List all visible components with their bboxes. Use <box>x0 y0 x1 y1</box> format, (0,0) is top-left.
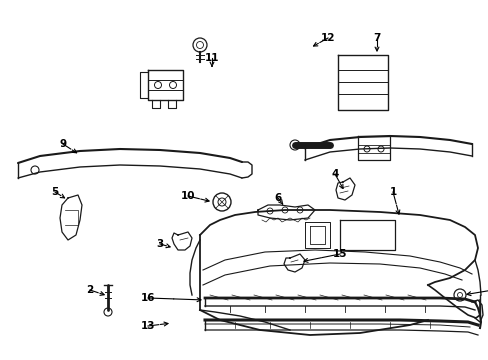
Circle shape <box>289 140 299 150</box>
Text: 10: 10 <box>181 191 195 201</box>
Text: 12: 12 <box>320 33 335 43</box>
Text: 9: 9 <box>60 139 66 149</box>
Text: 4: 4 <box>331 169 338 179</box>
Text: 6: 6 <box>274 193 281 203</box>
Text: 2: 2 <box>86 285 93 295</box>
Text: 3: 3 <box>156 239 163 249</box>
Text: 7: 7 <box>372 33 380 43</box>
Text: 16: 16 <box>141 293 155 303</box>
Text: 11: 11 <box>204 53 219 63</box>
Text: 15: 15 <box>332 249 346 259</box>
Text: 1: 1 <box>388 187 396 197</box>
Text: 13: 13 <box>141 321 155 331</box>
Text: 5: 5 <box>51 187 59 197</box>
